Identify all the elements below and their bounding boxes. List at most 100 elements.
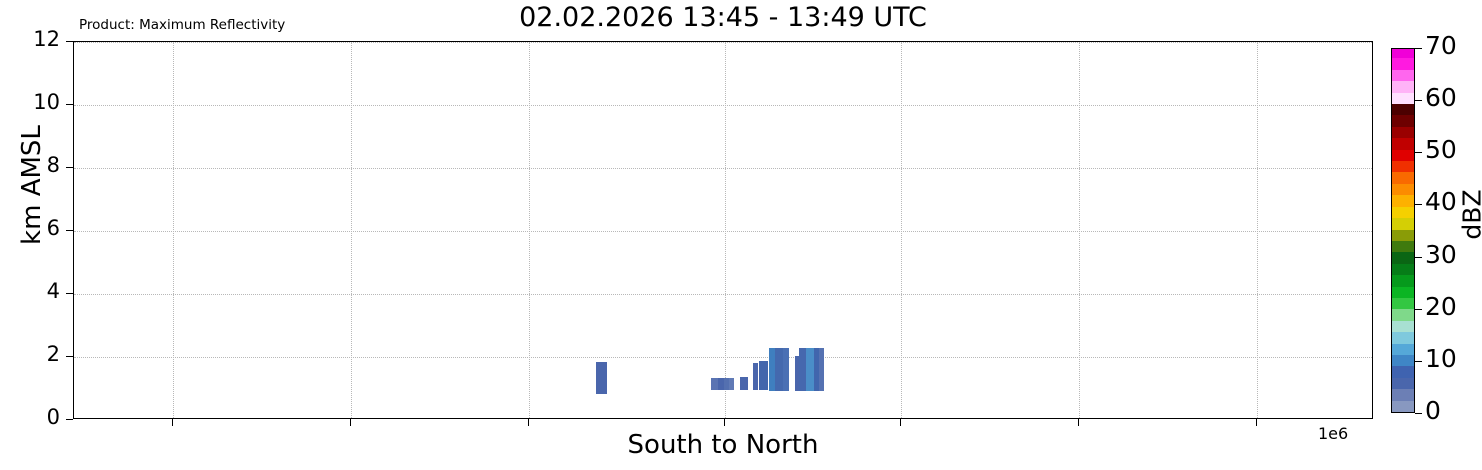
colorbar-tick-mark-70 <box>1415 48 1422 49</box>
colorbar-tick-label-40: 40 <box>1425 187 1457 217</box>
colorbar-segment-9 <box>1392 297 1414 310</box>
y-tick-mark-0 <box>66 419 73 420</box>
gridline-h-6 <box>74 231 1372 232</box>
gridline-h-8 <box>74 168 1372 169</box>
colorbar-segment-15 <box>1392 228 1414 241</box>
colorbar-tick-mark-10 <box>1415 360 1422 362</box>
y-tick-label-4: 4 <box>46 279 60 303</box>
product-annotation: Product: Maximum Reflectivity <box>79 17 286 33</box>
colorbar-segment-30 <box>1392 57 1414 70</box>
y-axis-label: km AMSL <box>17 125 47 245</box>
gridline-h-4 <box>74 294 1372 295</box>
bar-bar-8 <box>759 361 768 390</box>
colorbar-segment-26 <box>1392 103 1414 116</box>
y-tick-label-2: 2 <box>46 342 60 366</box>
x-tick-mark-6 <box>1256 419 1257 426</box>
y-tick-mark-4 <box>66 293 73 294</box>
colorbar-tick-label-20: 20 <box>1425 291 1457 321</box>
bar-bar-10 <box>775 348 783 392</box>
colorbar-segment-24 <box>1392 126 1414 139</box>
colorbar-segment-13 <box>1392 251 1414 264</box>
bar-bar-12 <box>795 355 800 392</box>
bar-bar-6 <box>740 376 748 390</box>
colorbar-segment-29 <box>1392 69 1414 82</box>
colorbar-segment-27 <box>1392 92 1414 105</box>
y-tick-label-6: 6 <box>46 216 60 240</box>
bar-bar-2 <box>711 378 718 390</box>
y-tick-mark-2 <box>66 356 73 357</box>
colorbar-segment-19 <box>1392 183 1414 196</box>
colorbar-segment-11 <box>1392 274 1414 287</box>
x-axis-label: South to North <box>627 430 819 460</box>
gridline-v-1 <box>351 42 352 418</box>
y-tick-mark-10 <box>66 104 73 105</box>
colorbar-segment-20 <box>1392 171 1414 184</box>
colorbar-segment-0 <box>1392 400 1414 412</box>
bar-bar-7 <box>753 363 758 390</box>
bar-bar-9 <box>769 348 775 392</box>
y-tick-label-0: 0 <box>46 405 60 429</box>
bar-bar-16 <box>819 348 824 392</box>
colorbar-segment-18 <box>1392 194 1414 207</box>
colorbar-tick-mark-50 <box>1415 152 1422 154</box>
gridline-h-2 <box>74 357 1372 358</box>
colorbar-segment-12 <box>1392 263 1414 276</box>
gridline-v-0 <box>173 42 174 418</box>
colorbar-tick-mark-40 <box>1415 204 1422 206</box>
colorbar-segment-6 <box>1392 331 1414 344</box>
colorbar-segment-22 <box>1392 149 1414 162</box>
bar-bar-4 <box>724 378 729 390</box>
bar-bar-11 <box>783 348 789 392</box>
x-tick-mark-0 <box>172 419 173 426</box>
y-tick-label-8: 8 <box>46 153 60 177</box>
colorbar-segment-5 <box>1392 342 1414 355</box>
colorbar-tick-label-10: 10 <box>1425 343 1457 373</box>
colorbar-segment-8 <box>1392 308 1414 321</box>
x-tick-mark-4 <box>900 419 901 426</box>
y-tick-label-12: 12 <box>33 27 60 51</box>
colorbar-label: dBZ <box>1457 189 1482 240</box>
gridline-v-5 <box>1079 42 1080 418</box>
bar-bar-15 <box>814 348 819 392</box>
plot-area <box>73 41 1373 419</box>
colorbar-segment-21 <box>1392 160 1414 173</box>
y-tick-mark-6 <box>66 230 73 231</box>
gridline-v-3 <box>725 42 726 418</box>
x-axis-offset-text: 1e6 <box>1318 424 1349 443</box>
colorbar-tick-label-70: 70 <box>1425 31 1457 60</box>
colorbar-tick-mark-30 <box>1415 256 1422 258</box>
gridline-v-4 <box>901 42 902 418</box>
y-tick-mark-12 <box>66 41 73 42</box>
chart-title: 02.02.2026 13:45 - 13:49 UTC <box>519 2 927 33</box>
colorbar-segment-4 <box>1392 354 1414 367</box>
gridline-h-10 <box>74 105 1372 106</box>
bar-bar-14 <box>806 348 814 392</box>
colorbar-tick-mark-20 <box>1415 308 1422 310</box>
colorbar-segment-28 <box>1392 80 1414 93</box>
y-tick-mark-8 <box>66 167 73 168</box>
colorbar-tick-mark-60 <box>1415 100 1422 102</box>
gridline-v-2 <box>529 42 530 418</box>
colorbar-segment-16 <box>1392 217 1414 230</box>
colorbar-segment-2 <box>1392 377 1414 390</box>
colorbar-tick-label-60: 60 <box>1425 83 1457 113</box>
x-tick-mark-3 <box>724 419 725 426</box>
gridline-h-12 <box>74 42 1372 43</box>
bar-bar-3 <box>718 378 724 390</box>
colorbar-tick-label-0: 0 <box>1425 396 1441 425</box>
colorbar-segment-1 <box>1392 388 1414 401</box>
colorbar <box>1391 48 1415 413</box>
colorbar-tick-mark-0 <box>1415 413 1422 414</box>
colorbar-segment-3 <box>1392 365 1414 378</box>
colorbar-tick-label-50: 50 <box>1425 135 1457 165</box>
bar-bar-5 <box>729 378 734 390</box>
bar-bar-13 <box>799 348 806 392</box>
x-tick-mark-2 <box>528 419 529 426</box>
colorbar-tick-label-30: 30 <box>1425 239 1457 269</box>
bar-bar-1 <box>596 361 607 395</box>
colorbar-segment-17 <box>1392 206 1414 219</box>
colorbar-segment-25 <box>1392 114 1414 127</box>
colorbar-segment-10 <box>1392 285 1414 298</box>
colorbar-segment-23 <box>1392 137 1414 150</box>
